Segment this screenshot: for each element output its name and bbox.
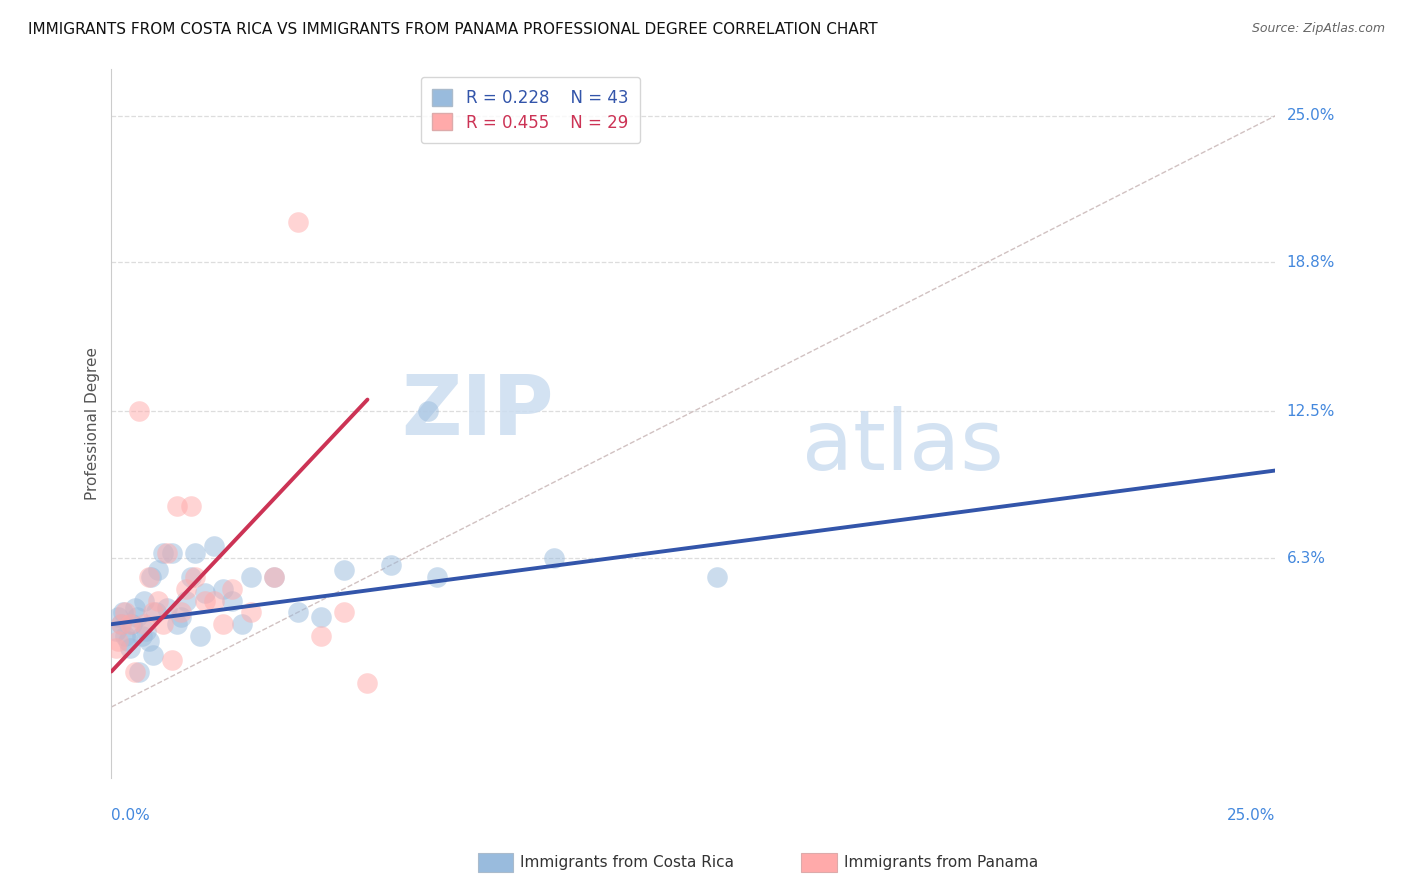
- Point: [146, 593, 169, 607]
- Text: 6.3%: 6.3%: [1286, 550, 1326, 566]
- Point: [135, 624, 157, 639]
- Point: [117, 633, 139, 648]
- Point: [174, 582, 197, 596]
- Point: [118, 617, 141, 632]
- Point: [221, 582, 243, 596]
- Point: [180, 499, 202, 513]
- Point: [128, 665, 150, 679]
- Point: [156, 546, 179, 560]
- Point: [107, 633, 129, 648]
- Point: [193, 586, 215, 600]
- Point: [110, 617, 132, 632]
- Point: [240, 570, 263, 584]
- Point: [170, 610, 193, 624]
- Point: [263, 570, 285, 584]
- Point: [138, 570, 160, 584]
- Point: [110, 617, 132, 632]
- Text: IMMIGRANTS FROM COSTA RICA VS IMMIGRANTS FROM PANAMA PROFESSIONAL DEGREE CORRELA: IMMIGRANTS FROM COSTA RICA VS IMMIGRANTS…: [28, 22, 877, 37]
- Point: [193, 593, 215, 607]
- Point: [333, 606, 356, 620]
- Point: [356, 676, 378, 690]
- Point: [105, 624, 128, 639]
- Point: [131, 629, 153, 643]
- Point: [287, 606, 309, 620]
- Point: [287, 215, 309, 229]
- Point: [132, 593, 155, 607]
- Point: [309, 629, 332, 643]
- Point: [142, 648, 165, 662]
- Text: 0.0%: 0.0%: [111, 808, 150, 823]
- Point: [180, 570, 202, 584]
- Text: Immigrants from Costa Rica: Immigrants from Costa Rica: [520, 855, 734, 870]
- Point: [221, 593, 243, 607]
- Point: [202, 593, 225, 607]
- Point: [145, 606, 167, 620]
- Text: Immigrants from Panama: Immigrants from Panama: [844, 855, 1038, 870]
- Point: [263, 570, 285, 584]
- Point: [202, 539, 225, 553]
- Text: 25.0%: 25.0%: [1227, 808, 1275, 823]
- Point: [118, 640, 141, 655]
- Point: [231, 617, 253, 632]
- Point: [212, 617, 235, 632]
- Point: [125, 610, 148, 624]
- Point: [142, 606, 165, 620]
- Point: [121, 617, 143, 632]
- Text: Source: ZipAtlas.com: Source: ZipAtlas.com: [1251, 22, 1385, 36]
- Point: [174, 593, 197, 607]
- Text: atlas: atlas: [801, 407, 1004, 487]
- Legend: R = 0.228    N = 43, R = 0.455    N = 29: R = 0.228 N = 43, R = 0.455 N = 29: [420, 77, 640, 144]
- Point: [333, 563, 356, 577]
- Point: [212, 582, 235, 596]
- Point: [139, 570, 162, 584]
- Point: [114, 629, 136, 643]
- Text: 25.0%: 25.0%: [1286, 108, 1334, 123]
- Point: [170, 606, 193, 620]
- Point: [105, 640, 128, 655]
- Text: 12.5%: 12.5%: [1286, 404, 1334, 419]
- Point: [138, 633, 160, 648]
- Point: [416, 404, 439, 418]
- Point: [160, 653, 183, 667]
- Point: [128, 404, 150, 418]
- Point: [188, 629, 211, 643]
- Point: [124, 600, 146, 615]
- Point: [184, 570, 207, 584]
- Text: 18.8%: 18.8%: [1286, 255, 1334, 270]
- Point: [543, 551, 565, 566]
- Point: [114, 606, 136, 620]
- Point: [124, 665, 146, 679]
- Text: ZIP: ZIP: [401, 371, 554, 452]
- Point: [156, 600, 179, 615]
- Point: [166, 499, 188, 513]
- Point: [112, 606, 135, 620]
- Point: [107, 610, 129, 624]
- Point: [380, 558, 402, 573]
- Point: [132, 617, 155, 632]
- Point: [706, 570, 728, 584]
- Point: [152, 546, 174, 560]
- Y-axis label: Professional Degree: Professional Degree: [86, 347, 100, 500]
- Point: [152, 617, 174, 632]
- Point: [160, 546, 183, 560]
- Point: [184, 546, 207, 560]
- Point: [309, 610, 332, 624]
- Point: [166, 617, 188, 632]
- Point: [146, 563, 169, 577]
- Point: [240, 606, 263, 620]
- Point: [426, 570, 449, 584]
